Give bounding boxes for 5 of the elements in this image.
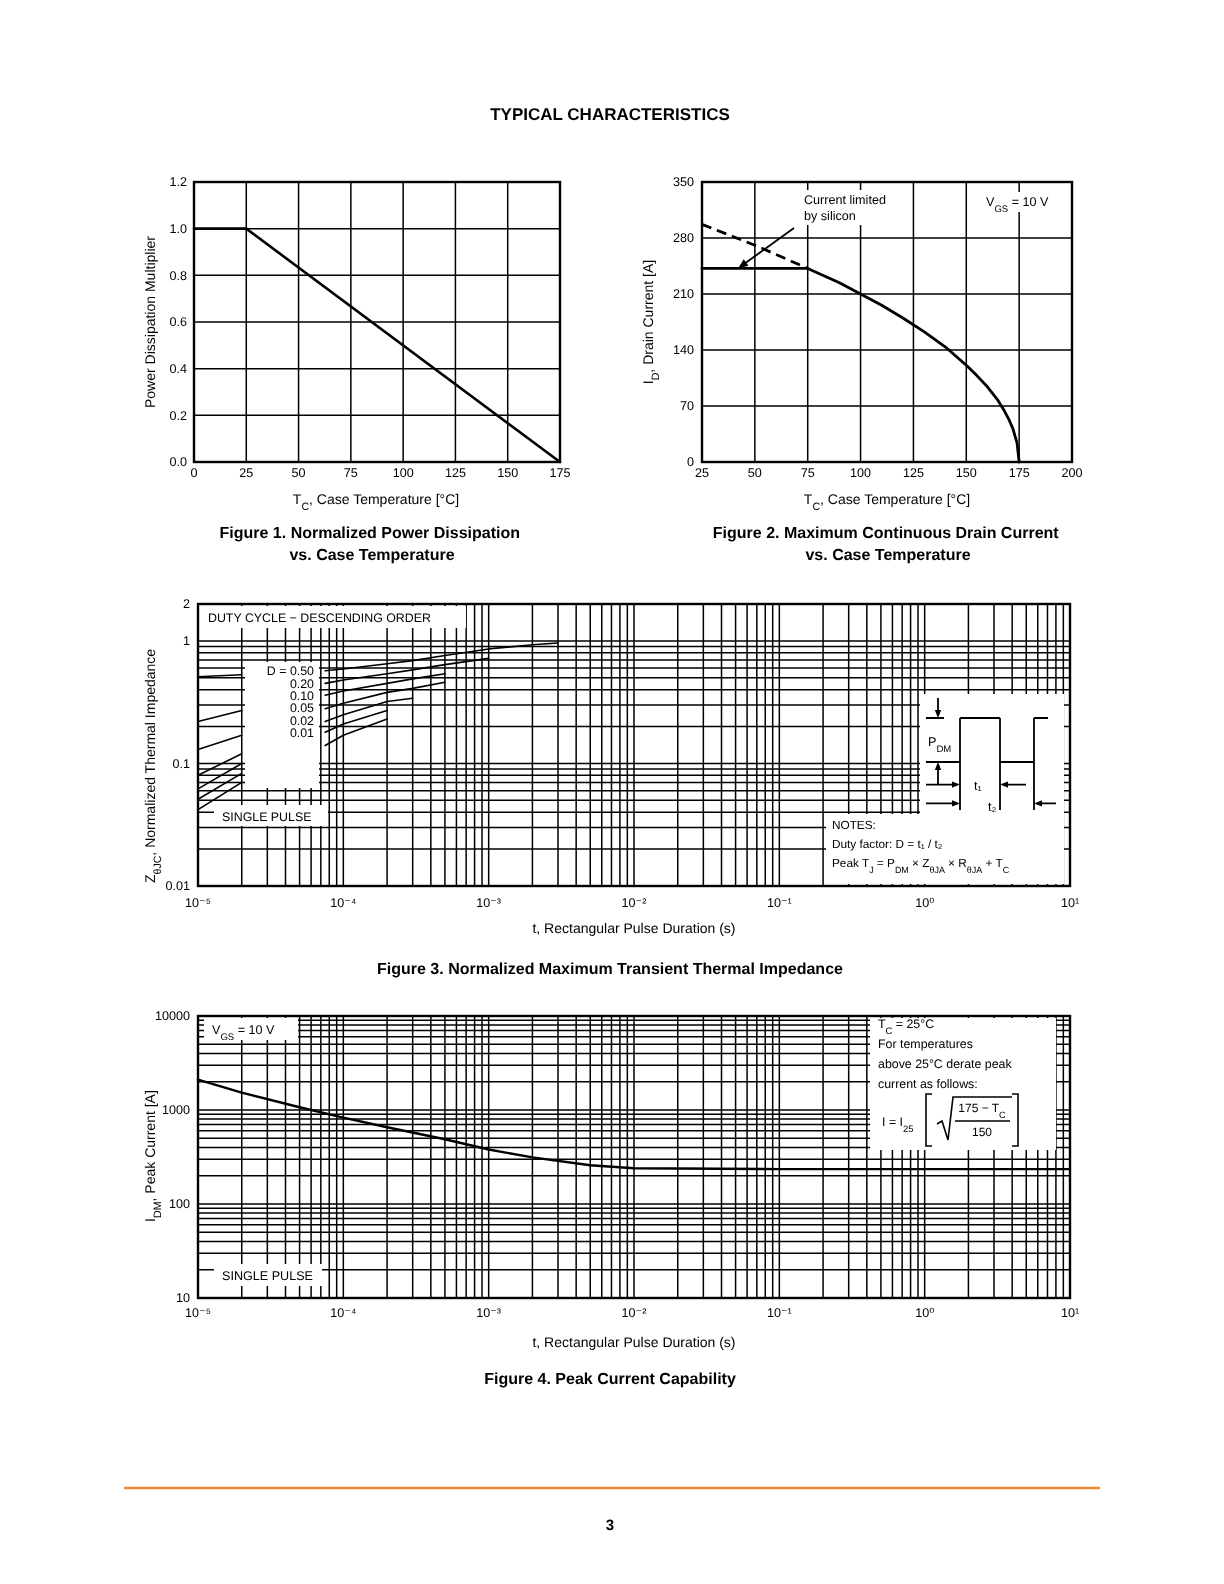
text: TYPICAL CHARACTERISTICS <box>490 104 731 124</box>
text: Figure 1. Normalized Power Dissipation vs. Case Temperature <box>219 524 521 565</box>
text: Figure 2. Maximum Continuous Drain Current vs. Case Temperature <box>712 524 1060 565</box>
text: Figure 4. Peak Current Capability <box>484 1370 737 1388</box>
text: Figure 3. Normalized Maximum Transient Thermal Impedance <box>377 960 845 978</box>
